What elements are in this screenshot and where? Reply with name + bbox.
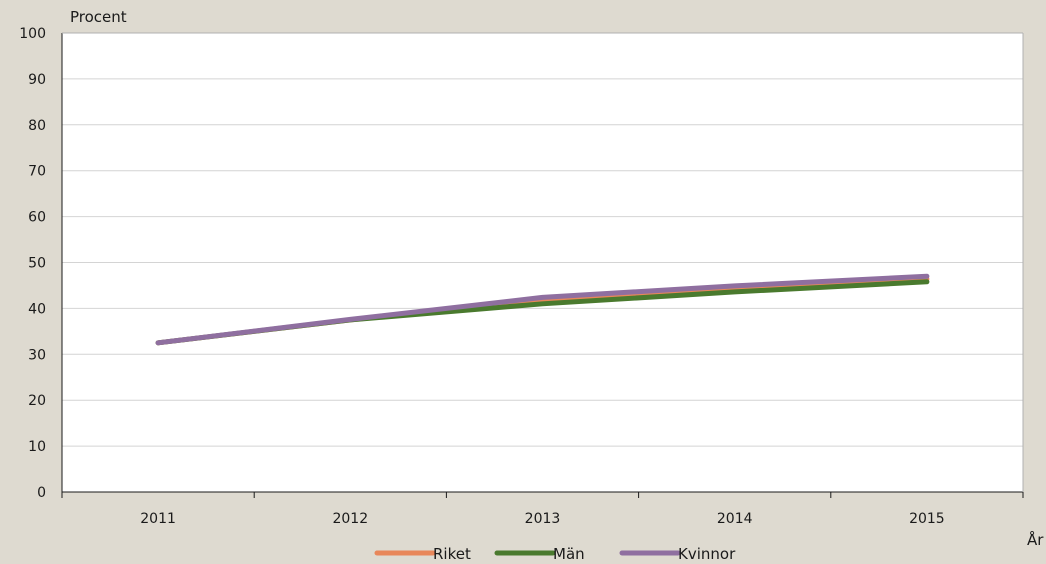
y-tick-label: 100 [19,26,46,42]
x-tick-label: 2013 [525,511,561,527]
x-axis-label: År [1027,530,1044,549]
y-axis-label: Procent [70,8,127,26]
y-tick-label: 90 [28,72,46,88]
y-tick-label: 60 [28,210,46,226]
x-tick-label: 2014 [717,511,753,527]
y-tick-label: 40 [28,301,46,317]
legend-label: Riket [433,545,471,563]
y-tick-label: 20 [28,393,46,409]
x-tick-label: 2012 [332,511,368,527]
y-tick-label: 10 [28,439,46,455]
legend-label: Män [553,545,585,563]
y-tick-label: 50 [28,256,46,272]
series-line-2 [155,273,930,346]
y-tick-label: 80 [28,118,46,134]
x-tick-label: 2011 [140,511,176,527]
axes [61,32,1024,493]
legend-label: Kvinnor [678,545,736,563]
x-axis-ticks: 2011 2012 2013 2014 2015 [61,492,1024,527]
x-tick-label: 2015 [909,511,945,527]
legend: Riket Män Kvinnor [374,545,736,563]
y-tick-label: 70 [28,164,46,180]
y-tick-label: 0 [37,485,46,501]
y-tick-label: 30 [28,347,46,363]
series-lines [155,273,930,346]
y-axis-ticks: 0 10 20 30 40 50 60 70 80 90 100 [19,26,46,501]
